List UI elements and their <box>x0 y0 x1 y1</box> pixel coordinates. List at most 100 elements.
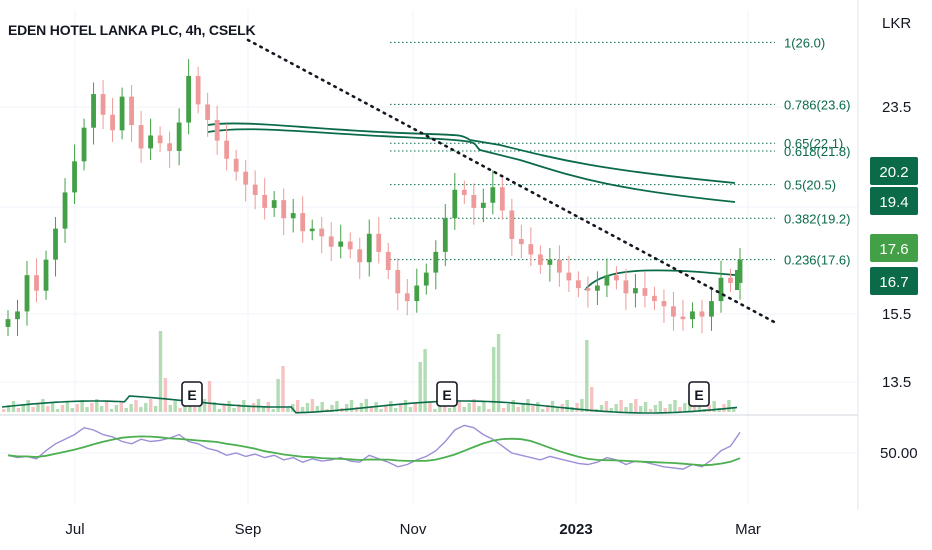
candle-body <box>442 218 448 252</box>
volume-bar <box>423 349 427 412</box>
volume-bar <box>198 403 202 412</box>
candle-body <box>62 192 68 229</box>
volume-bar <box>21 404 25 412</box>
volume-bar <box>271 409 275 412</box>
volume-bar <box>237 404 241 412</box>
price-tick-label: 13.5 <box>882 374 911 391</box>
volume-bar <box>545 405 550 412</box>
volume-bar <box>379 409 383 412</box>
candle-body <box>214 119 220 141</box>
candle-body <box>376 233 382 252</box>
volume-bar <box>75 404 79 412</box>
volume-bar <box>251 403 256 412</box>
volume-bar <box>692 406 697 412</box>
candle-body <box>233 158 239 172</box>
volume-bar <box>163 378 168 412</box>
price-badge-label: 17.6 <box>879 241 908 258</box>
volume-bar <box>173 401 177 412</box>
volume-bar <box>183 404 187 412</box>
earnings-marker <box>181 381 203 407</box>
price-badge <box>870 187 918 215</box>
candle-body <box>452 189 458 219</box>
volume-bar <box>212 402 217 412</box>
volume-bar <box>80 400 84 412</box>
price-badge-label: 19.4 <box>879 194 908 211</box>
candle-body <box>642 288 648 296</box>
volume-bar <box>345 404 349 412</box>
candle-body <box>595 285 600 291</box>
volume-bar <box>100 406 104 412</box>
volume-bar <box>565 400 569 412</box>
volume-bar <box>281 366 285 412</box>
candle-body <box>262 194 268 208</box>
volume-bar <box>109 409 114 412</box>
volume-bar <box>114 405 119 412</box>
volume-bar <box>707 405 711 412</box>
price-badges: 20.2 19.4 17.6 16.7 <box>735 157 918 295</box>
candle-body <box>243 171 249 185</box>
candle-body <box>718 277 724 302</box>
candle-body <box>15 311 20 320</box>
volume-bar <box>619 400 623 412</box>
volume-bar <box>697 402 702 412</box>
volume-bar <box>501 408 506 412</box>
candle-body <box>167 143 173 151</box>
candle-body <box>661 301 667 307</box>
volume-bar <box>202 399 207 412</box>
volume-bar <box>320 402 324 412</box>
candle-body <box>480 202 486 208</box>
volume-bar <box>217 409 221 412</box>
candle-body <box>110 114 115 131</box>
volume-bar <box>129 404 133 412</box>
volume-bar <box>438 405 442 412</box>
candle-body <box>81 127 87 162</box>
earnings-marker <box>436 381 458 407</box>
candle-body <box>252 184 258 195</box>
volume-bar <box>643 402 648 412</box>
volume-bar <box>315 406 319 412</box>
volume-bar <box>585 340 589 412</box>
volume-bar <box>492 347 496 412</box>
volume-bar <box>609 408 613 412</box>
volume-bar <box>85 407 89 412</box>
volume-bar <box>60 405 65 412</box>
trendline[interactable] <box>246 38 778 325</box>
candle-body <box>414 285 420 302</box>
volume-bar <box>394 408 398 412</box>
candle-body <box>709 301 714 317</box>
grid-lines <box>0 0 859 510</box>
volume-bar <box>398 404 403 412</box>
candle-body <box>433 251 439 273</box>
volume-bar <box>658 401 662 412</box>
volume-bar <box>624 407 628 412</box>
fib-level-label: 0.236(17.6) <box>784 253 851 268</box>
volume-bar <box>668 404 672 412</box>
volume-bar <box>639 406 643 412</box>
volume-bar <box>119 401 123 412</box>
rsi-ma-line <box>7 435 741 467</box>
volume-bar <box>472 399 476 412</box>
fibonacci-levels: 1(26.0) 0.786(23.6) 0.65(22.1)0.618(21.8) 0… <box>390 35 851 268</box>
volume-bar <box>683 403 687 412</box>
volume-bar <box>526 399 530 412</box>
volume-bar <box>389 401 393 412</box>
volume-bar <box>90 403 94 412</box>
volume-bar <box>364 399 368 412</box>
price-tick-label: 23.5 <box>882 99 911 116</box>
candle-body <box>43 259 49 291</box>
volume-bar <box>634 399 638 412</box>
volume-bar <box>2 409 6 412</box>
rsi-tick-label: 50.00 <box>880 445 918 462</box>
volume-bar <box>629 403 633 412</box>
volume-bar <box>428 402 432 412</box>
fib-level-label: 0.382(19.2) <box>784 211 851 226</box>
candle-body <box>100 94 106 115</box>
volume-bar <box>256 399 261 412</box>
volume-bar <box>349 400 354 412</box>
volume-bar <box>506 404 511 412</box>
candle-body <box>195 75 201 105</box>
candle-body <box>395 270 401 294</box>
candle-body <box>614 275 619 281</box>
rsi-panel <box>7 424 741 470</box>
